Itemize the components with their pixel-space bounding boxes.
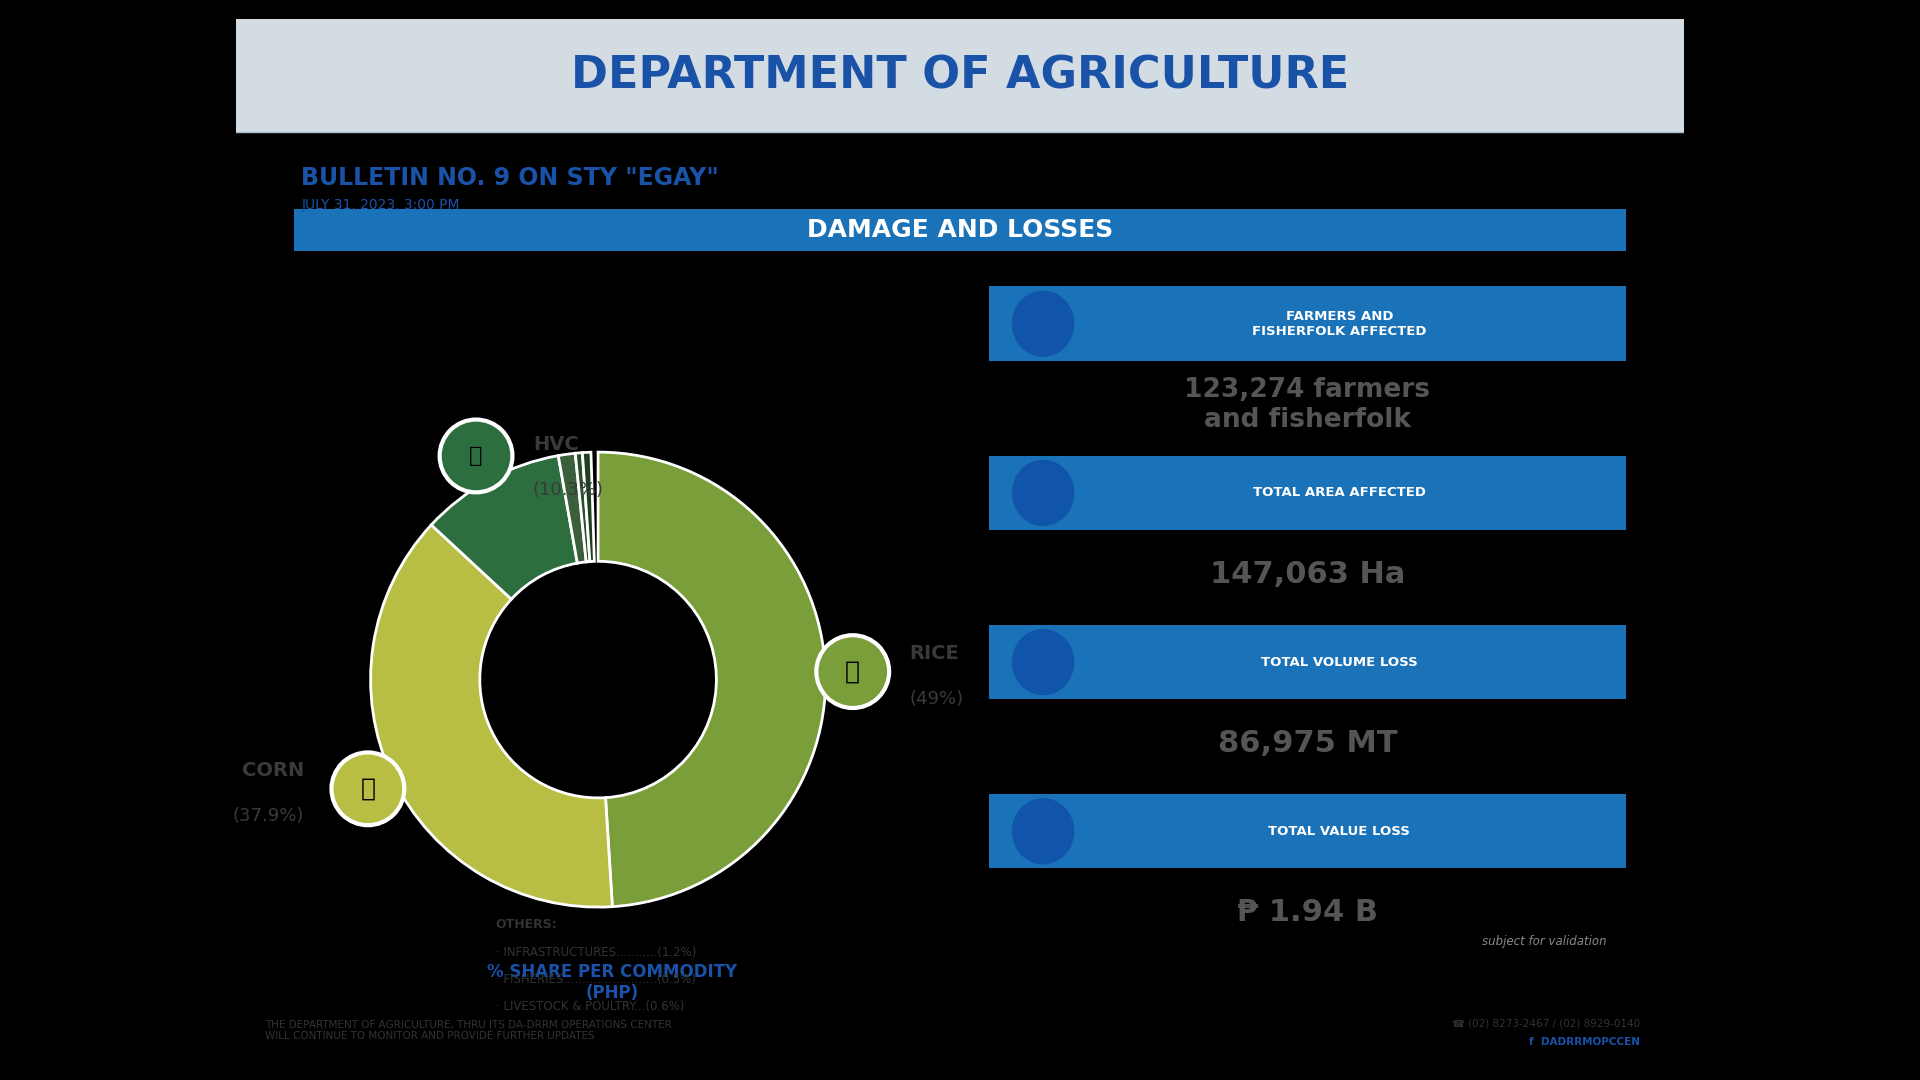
Text: DAMAGE AND LOSSES: DAMAGE AND LOSSES [806, 218, 1114, 242]
Text: % SHARE PER COMMODITY
(PHP): % SHARE PER COMMODITY (PHP) [488, 963, 737, 1002]
Wedge shape [371, 525, 612, 907]
Text: 123,274 farmers
and fisherfolk: 123,274 farmers and fisherfolk [1185, 377, 1430, 433]
Text: 86,975 MT: 86,975 MT [1217, 729, 1398, 758]
Circle shape [1012, 292, 1073, 356]
Wedge shape [432, 456, 578, 599]
Wedge shape [582, 453, 595, 562]
Text: THE DEPARTMENT OF AGRICULTURE, THRU ITS DA-DRRM OPERATIONS CENTER
WILL CONTINUE : THE DEPARTMENT OF AGRICULTURE, THRU ITS … [265, 1020, 672, 1041]
Text: ☎ (02) 8273-2467 / (02) 8929-0140: ☎ (02) 8273-2467 / (02) 8929-0140 [1452, 1018, 1640, 1028]
Text: f  DADRRMOPCCEN: f DADRRMOPCCEN [1530, 1038, 1640, 1048]
Text: OTHERS:: OTHERS: [495, 918, 557, 931]
Text: DEPARTMENT OF AGRICULTURE: DEPARTMENT OF AGRICULTURE [570, 54, 1350, 97]
FancyBboxPatch shape [294, 208, 1626, 251]
Wedge shape [559, 454, 586, 563]
Text: 147,063 Ha: 147,063 Ha [1210, 559, 1405, 589]
Text: ₱ 1.94 B: ₱ 1.94 B [1236, 897, 1379, 927]
Text: TOTAL VALUE LOSS: TOTAL VALUE LOSS [1269, 825, 1409, 838]
FancyBboxPatch shape [989, 625, 1626, 699]
Text: 🌾: 🌾 [845, 660, 860, 684]
Circle shape [816, 635, 889, 708]
Text: JULY 31, 2023, 3:00 PM: JULY 31, 2023, 3:00 PM [301, 198, 459, 212]
FancyBboxPatch shape [989, 456, 1626, 530]
Text: 🥬: 🥬 [468, 446, 482, 465]
Text: RICE: RICE [910, 644, 960, 663]
FancyBboxPatch shape [989, 286, 1626, 361]
Text: BULLETIN NO. 9 ON STY "EGAY": BULLETIN NO. 9 ON STY "EGAY" [301, 165, 720, 190]
Text: (49%): (49%) [910, 690, 964, 707]
Circle shape [1012, 460, 1073, 525]
FancyBboxPatch shape [989, 794, 1626, 868]
Circle shape [332, 753, 405, 825]
Text: · LIVESTOCK & POULTRY...(0.6%): · LIVESTOCK & POULTRY...(0.6%) [495, 1000, 684, 1013]
Circle shape [440, 419, 513, 492]
Text: FARMERS AND
FISHERFOLK AFFECTED: FARMERS AND FISHERFOLK AFFECTED [1252, 310, 1427, 338]
Text: · FISHERIES.........................(0.5%): · FISHERIES.........................(0.5… [495, 973, 695, 986]
Circle shape [1012, 630, 1073, 694]
Text: (10.3%): (10.3%) [534, 481, 605, 499]
FancyBboxPatch shape [236, 19, 1684, 132]
Circle shape [1012, 799, 1073, 864]
Text: TOTAL VOLUME LOSS: TOTAL VOLUME LOSS [1261, 656, 1417, 669]
Text: TOTAL AREA AFFECTED: TOTAL AREA AFFECTED [1252, 486, 1427, 499]
Wedge shape [576, 453, 589, 562]
Text: subject for validation: subject for validation [1482, 935, 1607, 948]
Wedge shape [597, 453, 826, 906]
Text: (37.9%): (37.9%) [232, 807, 303, 825]
Text: 🌽: 🌽 [361, 777, 376, 800]
Text: HVC: HVC [534, 435, 578, 454]
Text: · INFRASTRUCTURES...........(1.2%): · INFRASTRUCTURES...........(1.2%) [495, 946, 697, 959]
Text: CORN: CORN [242, 761, 303, 780]
